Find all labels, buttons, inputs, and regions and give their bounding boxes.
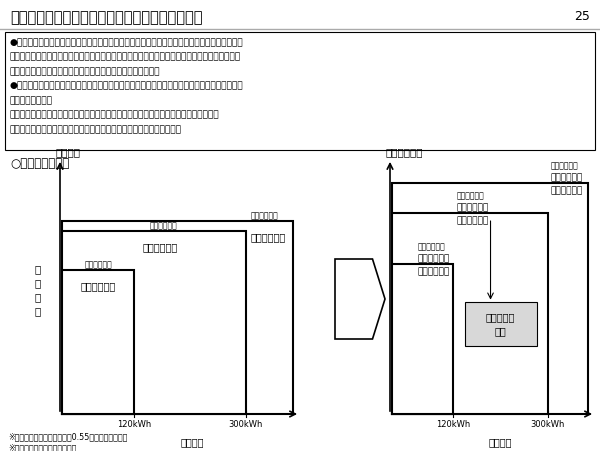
Text: ５．今回の改定におけるご家庭向け料金の考え方: ５．今回の改定におけるご家庭向け料金の考え方 [10, 10, 203, 25]
Text: ＋４．８９円: ＋４．８９円 [551, 185, 583, 194]
Text: 25: 25 [574, 10, 590, 23]
Text: ＋０．７４円: ＋０．７４円 [418, 267, 450, 276]
Text: する料金（第１段階）を相対的に低水準に留めております。: する料金（第１段階）を相対的に低水準に留めております。 [10, 67, 161, 76]
Text: 第１段階料金: 第１段階料金 [84, 259, 112, 268]
Text: 料
金
水
準: 料 金 水 準 [365, 263, 371, 315]
Text: ※消費税等相当額を含みます。: ※消費税等相当額を含みます。 [8, 442, 76, 451]
Polygon shape [335, 259, 385, 339]
Text: ※現行料金は燃料費調整額（0.55円）を含みます。: ※現行料金は燃料費調整額（0.55円）を含みます。 [8, 431, 127, 440]
Text: ２３．４１円: ２３．４１円 [142, 242, 178, 252]
Text: ２５．７１円: ２５．７１円 [456, 202, 488, 212]
Text: 第２段階料金: 第２段階料金 [456, 191, 484, 200]
Bar [392, 184, 588, 414]
Bar [62, 271, 134, 414]
Text: 120kWh: 120kWh [117, 419, 151, 428]
Text: ２９．５７円: ２９．５７円 [551, 173, 583, 182]
Text: 300kWh: 300kWh [229, 419, 263, 428]
Text: ・照明や冷蔵庫など生活に必要不可欠な電気のご使用への影響を軽減させていただく: ・照明や冷蔵庫など生活に必要不可欠な電気のご使用への影響を軽減させていただく [10, 110, 220, 119]
Text: ○三段階料金制度: ○三段階料金制度 [10, 156, 69, 170]
Text: 第２段階料金: 第２段階料金 [149, 221, 177, 230]
Text: （値上げ後）: （値上げ後） [385, 147, 422, 156]
Text: 料
金
水
準: 料 金 水 準 [35, 263, 41, 315]
Text: 第１段階料金: 第１段階料金 [418, 242, 445, 251]
Bar [62, 222, 293, 414]
Text: ●今回の値上げに当たっても、第１段階の値上げ幅を軽微に留めることで以下を実施したいと考: ●今回の値上げに当たっても、第１段階の値上げ幅を軽微に留めることで以下を実施した… [10, 81, 244, 90]
Bar [5, 33, 595, 151]
Text: 第３段階料金: 第３段階料金 [551, 161, 578, 170]
Text: ゆる３段階料金制を採用させていただいており、ご家庭に必要不可欠な電気のご使用量に相当: ゆる３段階料金制を採用させていただいており、ご家庭に必要不可欠な電気のご使用量に… [10, 52, 241, 61]
Text: 300kWh: 300kWh [531, 419, 565, 428]
Text: ●一般のご家庭向け電気料金については、現在、ご使用量の増加に伴い料金単価が上昇するいわ: ●一般のご家庭向け電気料金については、現在、ご使用量の増加に伴い料金単価が上昇す… [10, 38, 244, 47]
Bar [62, 232, 245, 414]
Text: 120kWh: 120kWh [436, 419, 470, 428]
Text: ご使用量: ご使用量 [488, 436, 512, 446]
Bar [392, 265, 453, 414]
Text: ご使用量: ご使用量 [181, 436, 204, 446]
Text: ＋２．３０円: ＋２．３０円 [456, 216, 488, 225]
Bar [392, 214, 548, 414]
Text: １８．４２円: １８．４２円 [80, 281, 116, 290]
FancyBboxPatch shape [464, 302, 536, 346]
Text: ・節電の実施によるメリットが大きくなる料金体系とさせていただく: ・節電の実施によるメリットが大きくなる料金体系とさせていただく [10, 125, 182, 133]
Text: えております。: えております。 [10, 96, 53, 105]
Text: 値上げ幅を
抑制: 値上げ幅を 抑制 [486, 312, 515, 336]
Text: ２４．６８円: ２４．６８円 [251, 232, 286, 242]
Text: （現在）: （現在） [55, 147, 80, 156]
Text: １９．１６円: １９．１６円 [418, 254, 450, 263]
Text: 第３段階料金: 第３段階料金 [251, 211, 278, 220]
